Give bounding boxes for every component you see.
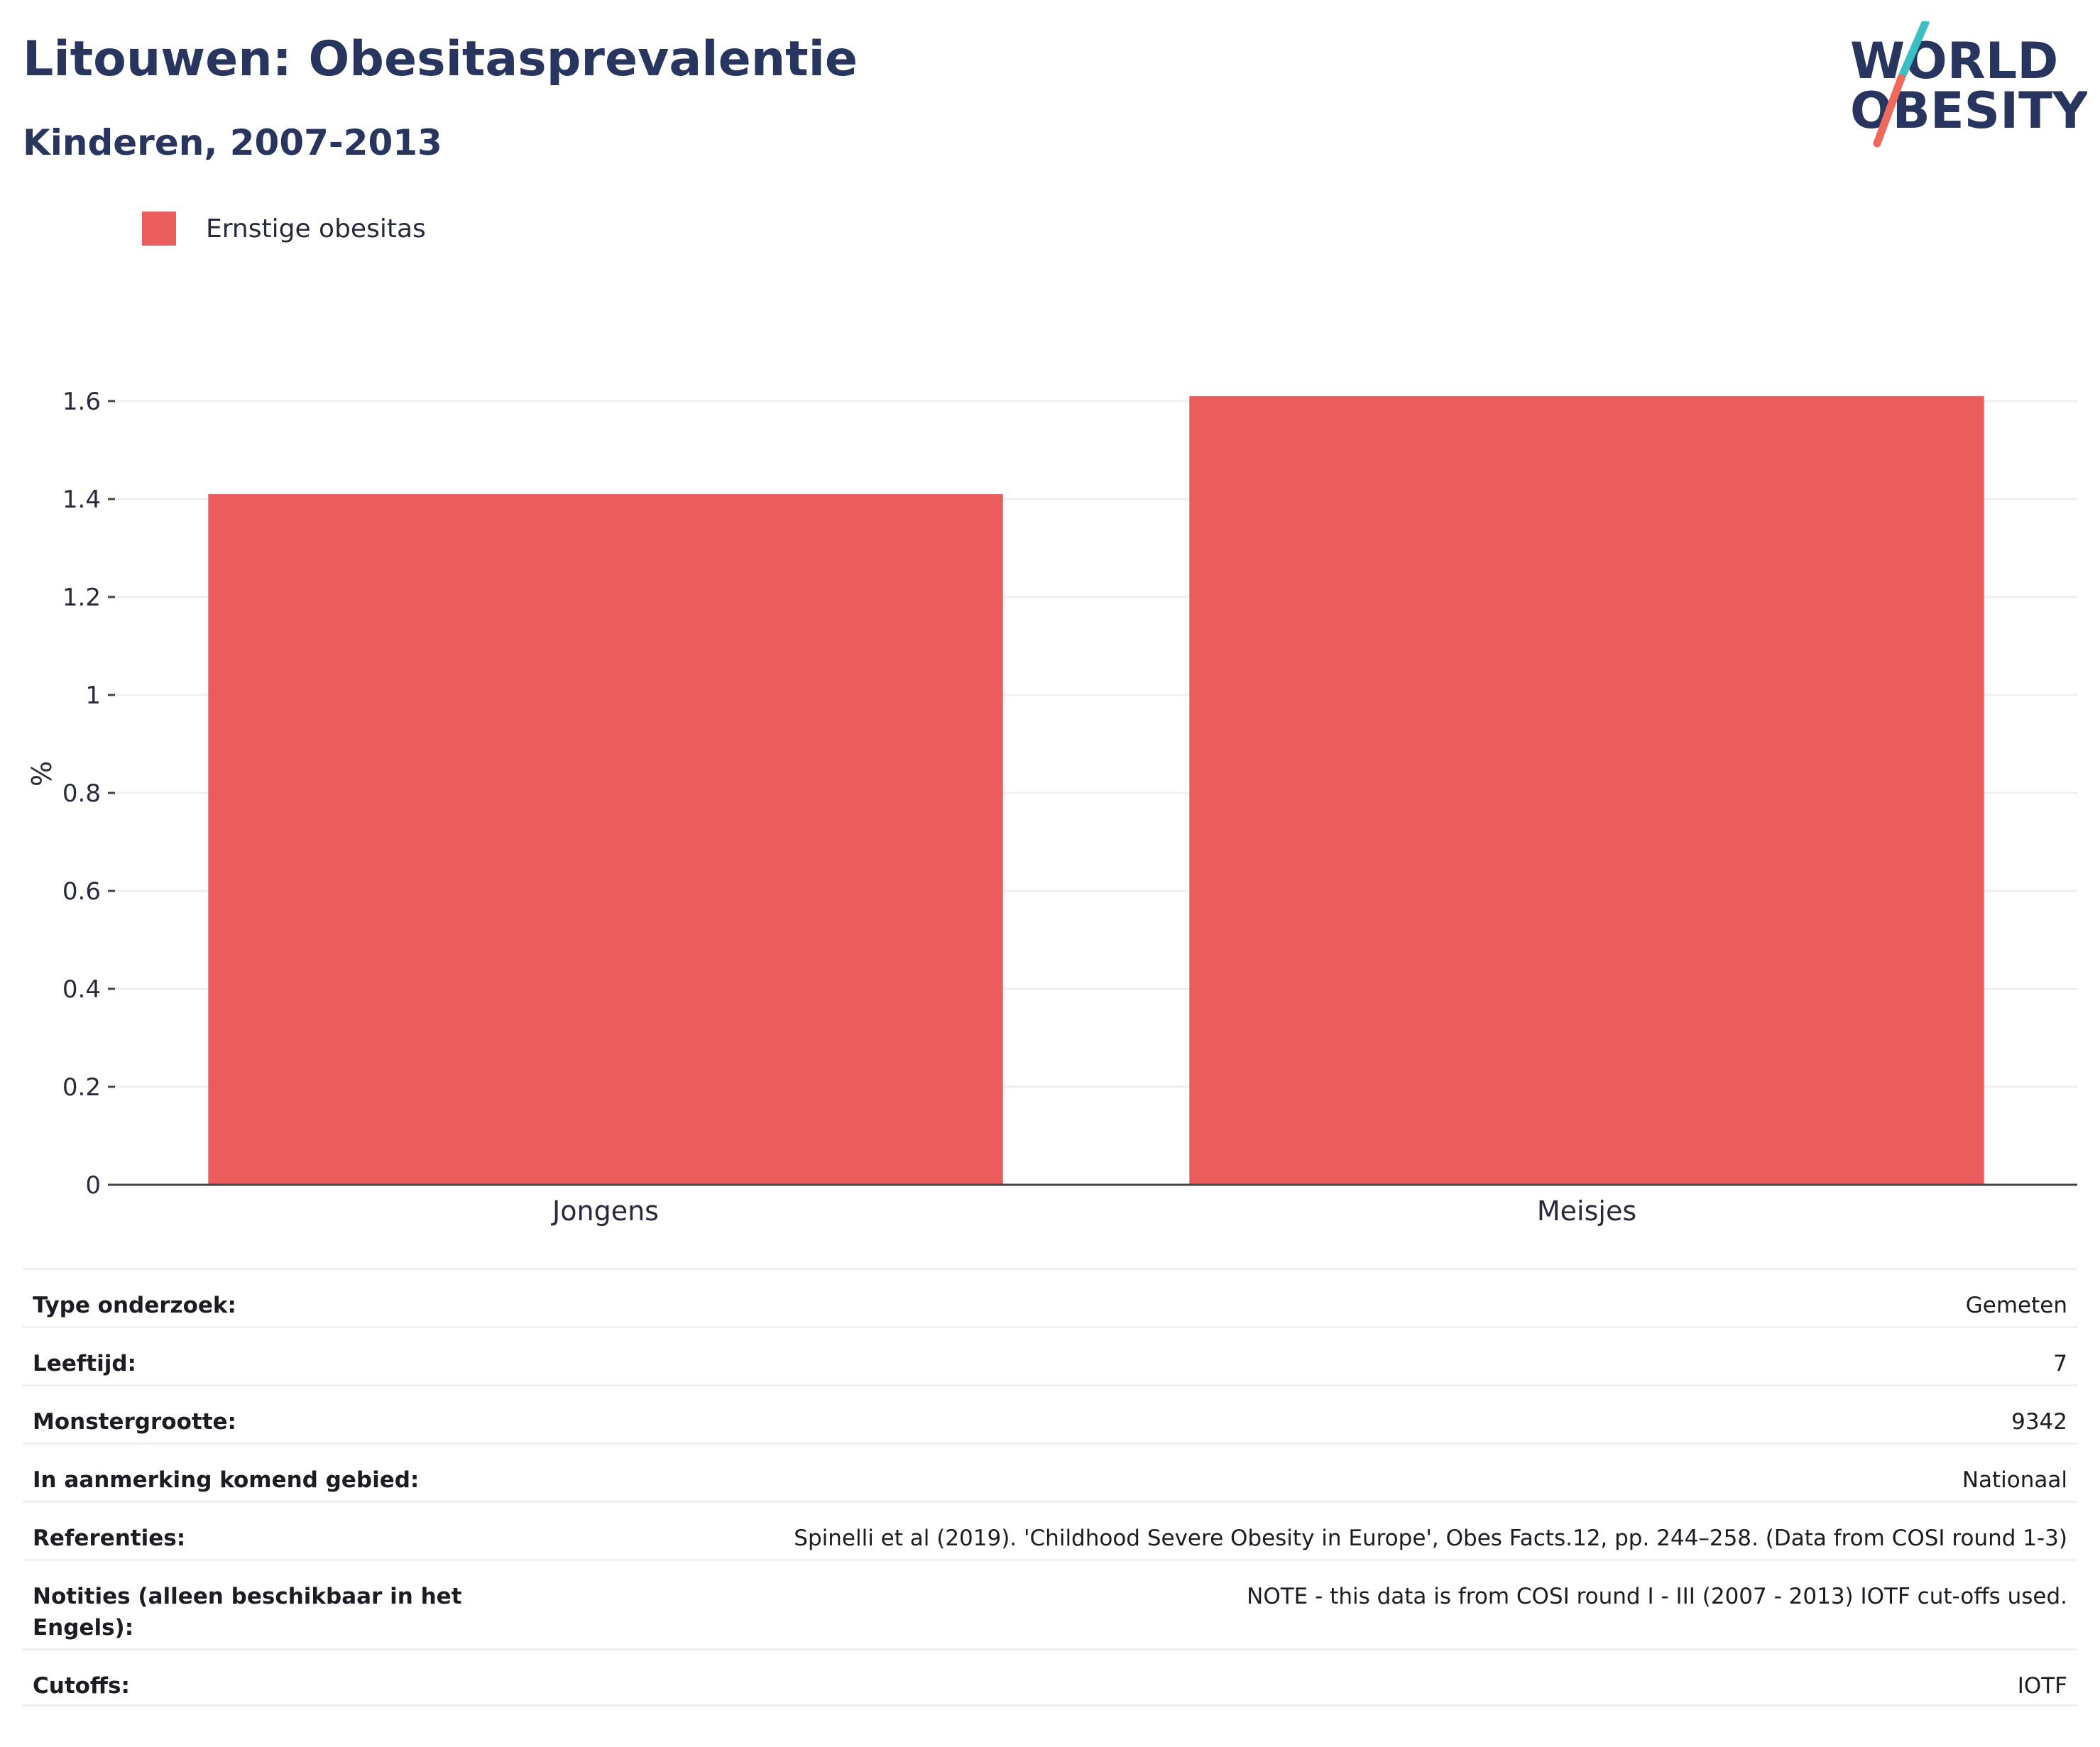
y-axis-title: % xyxy=(26,761,58,787)
info-row: In aanmerking komend gebied: Nationaal xyxy=(23,1442,2077,1501)
info-row: Type onderzoek: Gemeten xyxy=(23,1268,2077,1326)
world-obesity-logo: WORLD OBESITY xyxy=(1850,21,2087,148)
logo-text-world: WORLD xyxy=(1850,32,2058,90)
chart-title: Litouwen: Obesitasprevalentie xyxy=(23,31,858,87)
info-row-value: NOTE - this data is from COSI round I - … xyxy=(1247,1584,2067,1609)
info-row: Leeftijd: 7 xyxy=(23,1326,2077,1384)
info-row-value: Spinelli et al (2019). 'Childhood Severe… xyxy=(794,1526,2067,1551)
info-row-label: Cutoffs: xyxy=(33,1673,130,1699)
legend-label-ernstige-obesitas: Ernstige obesitas xyxy=(206,214,426,243)
info-row-label: Notities (alleen beschikbaar in het Enge… xyxy=(33,1584,462,1641)
legend-swatch-ernstige-obesitas xyxy=(142,212,176,246)
y-tick-label: 0.4 xyxy=(62,975,101,1004)
info-row-label: Type onderzoek: xyxy=(33,1293,236,1318)
info-row-label: Monstergrootte: xyxy=(33,1409,236,1435)
bar-jongens xyxy=(208,494,1003,1185)
x-tick-label-jongens: Jongens xyxy=(551,1195,659,1227)
info-row: Notities (alleen beschikbaar in het Enge… xyxy=(23,1559,2077,1648)
info-row: Referenties: Spinelli et al (2019). 'Chil… xyxy=(23,1501,2077,1559)
y-tick-label: 1 xyxy=(85,681,101,710)
y-tick-label: 1.6 xyxy=(62,388,101,416)
x-tick-label-meisjes: Meisjes xyxy=(1537,1195,1636,1227)
y-tick-label: 1.4 xyxy=(62,486,101,514)
info-row-label: In aanmerking komend gebied: xyxy=(33,1467,420,1493)
info-table: Type onderzoek: Gemeten Leeftijd: 7 Monsterg… xyxy=(23,1268,2077,1707)
info-row-value: Gemeten xyxy=(1965,1293,2067,1318)
bar-meisjes xyxy=(1189,396,1984,1185)
bar-chart: 0 0.2 0.4 0.6 0.8 1 1.2 1.4 1.6% Jongens Meisjes xyxy=(26,388,2077,1227)
logo-slash-bottom xyxy=(1873,74,1905,148)
info-row-value: IOTF xyxy=(2017,1673,2067,1699)
y-tick-label: 0.8 xyxy=(62,779,101,808)
info-row-value: Nationaal xyxy=(1962,1467,2067,1493)
info-row-label: Leeftijd: xyxy=(33,1351,136,1376)
chart-subtitle: Kinderen, 2007-2013 xyxy=(23,122,442,163)
chart-legend[interactable]: Ernstige obesitas xyxy=(142,210,426,247)
info-row: Monstergrootte: 9342 xyxy=(23,1384,2077,1442)
info-row-label: Referenties: xyxy=(33,1526,186,1551)
y-tick-label: 0.2 xyxy=(62,1073,101,1102)
y-tick-label: 1.2 xyxy=(62,584,101,612)
y-tick-label: 0.6 xyxy=(62,877,101,906)
info-row-value: 9342 xyxy=(2011,1409,2067,1435)
info-row: Cutoffs: IOTF xyxy=(23,1648,2077,1707)
y-tick-label: 0 xyxy=(85,1171,101,1200)
info-row-value: 7 xyxy=(2053,1351,2067,1376)
logo-slash-top xyxy=(1897,21,1930,82)
